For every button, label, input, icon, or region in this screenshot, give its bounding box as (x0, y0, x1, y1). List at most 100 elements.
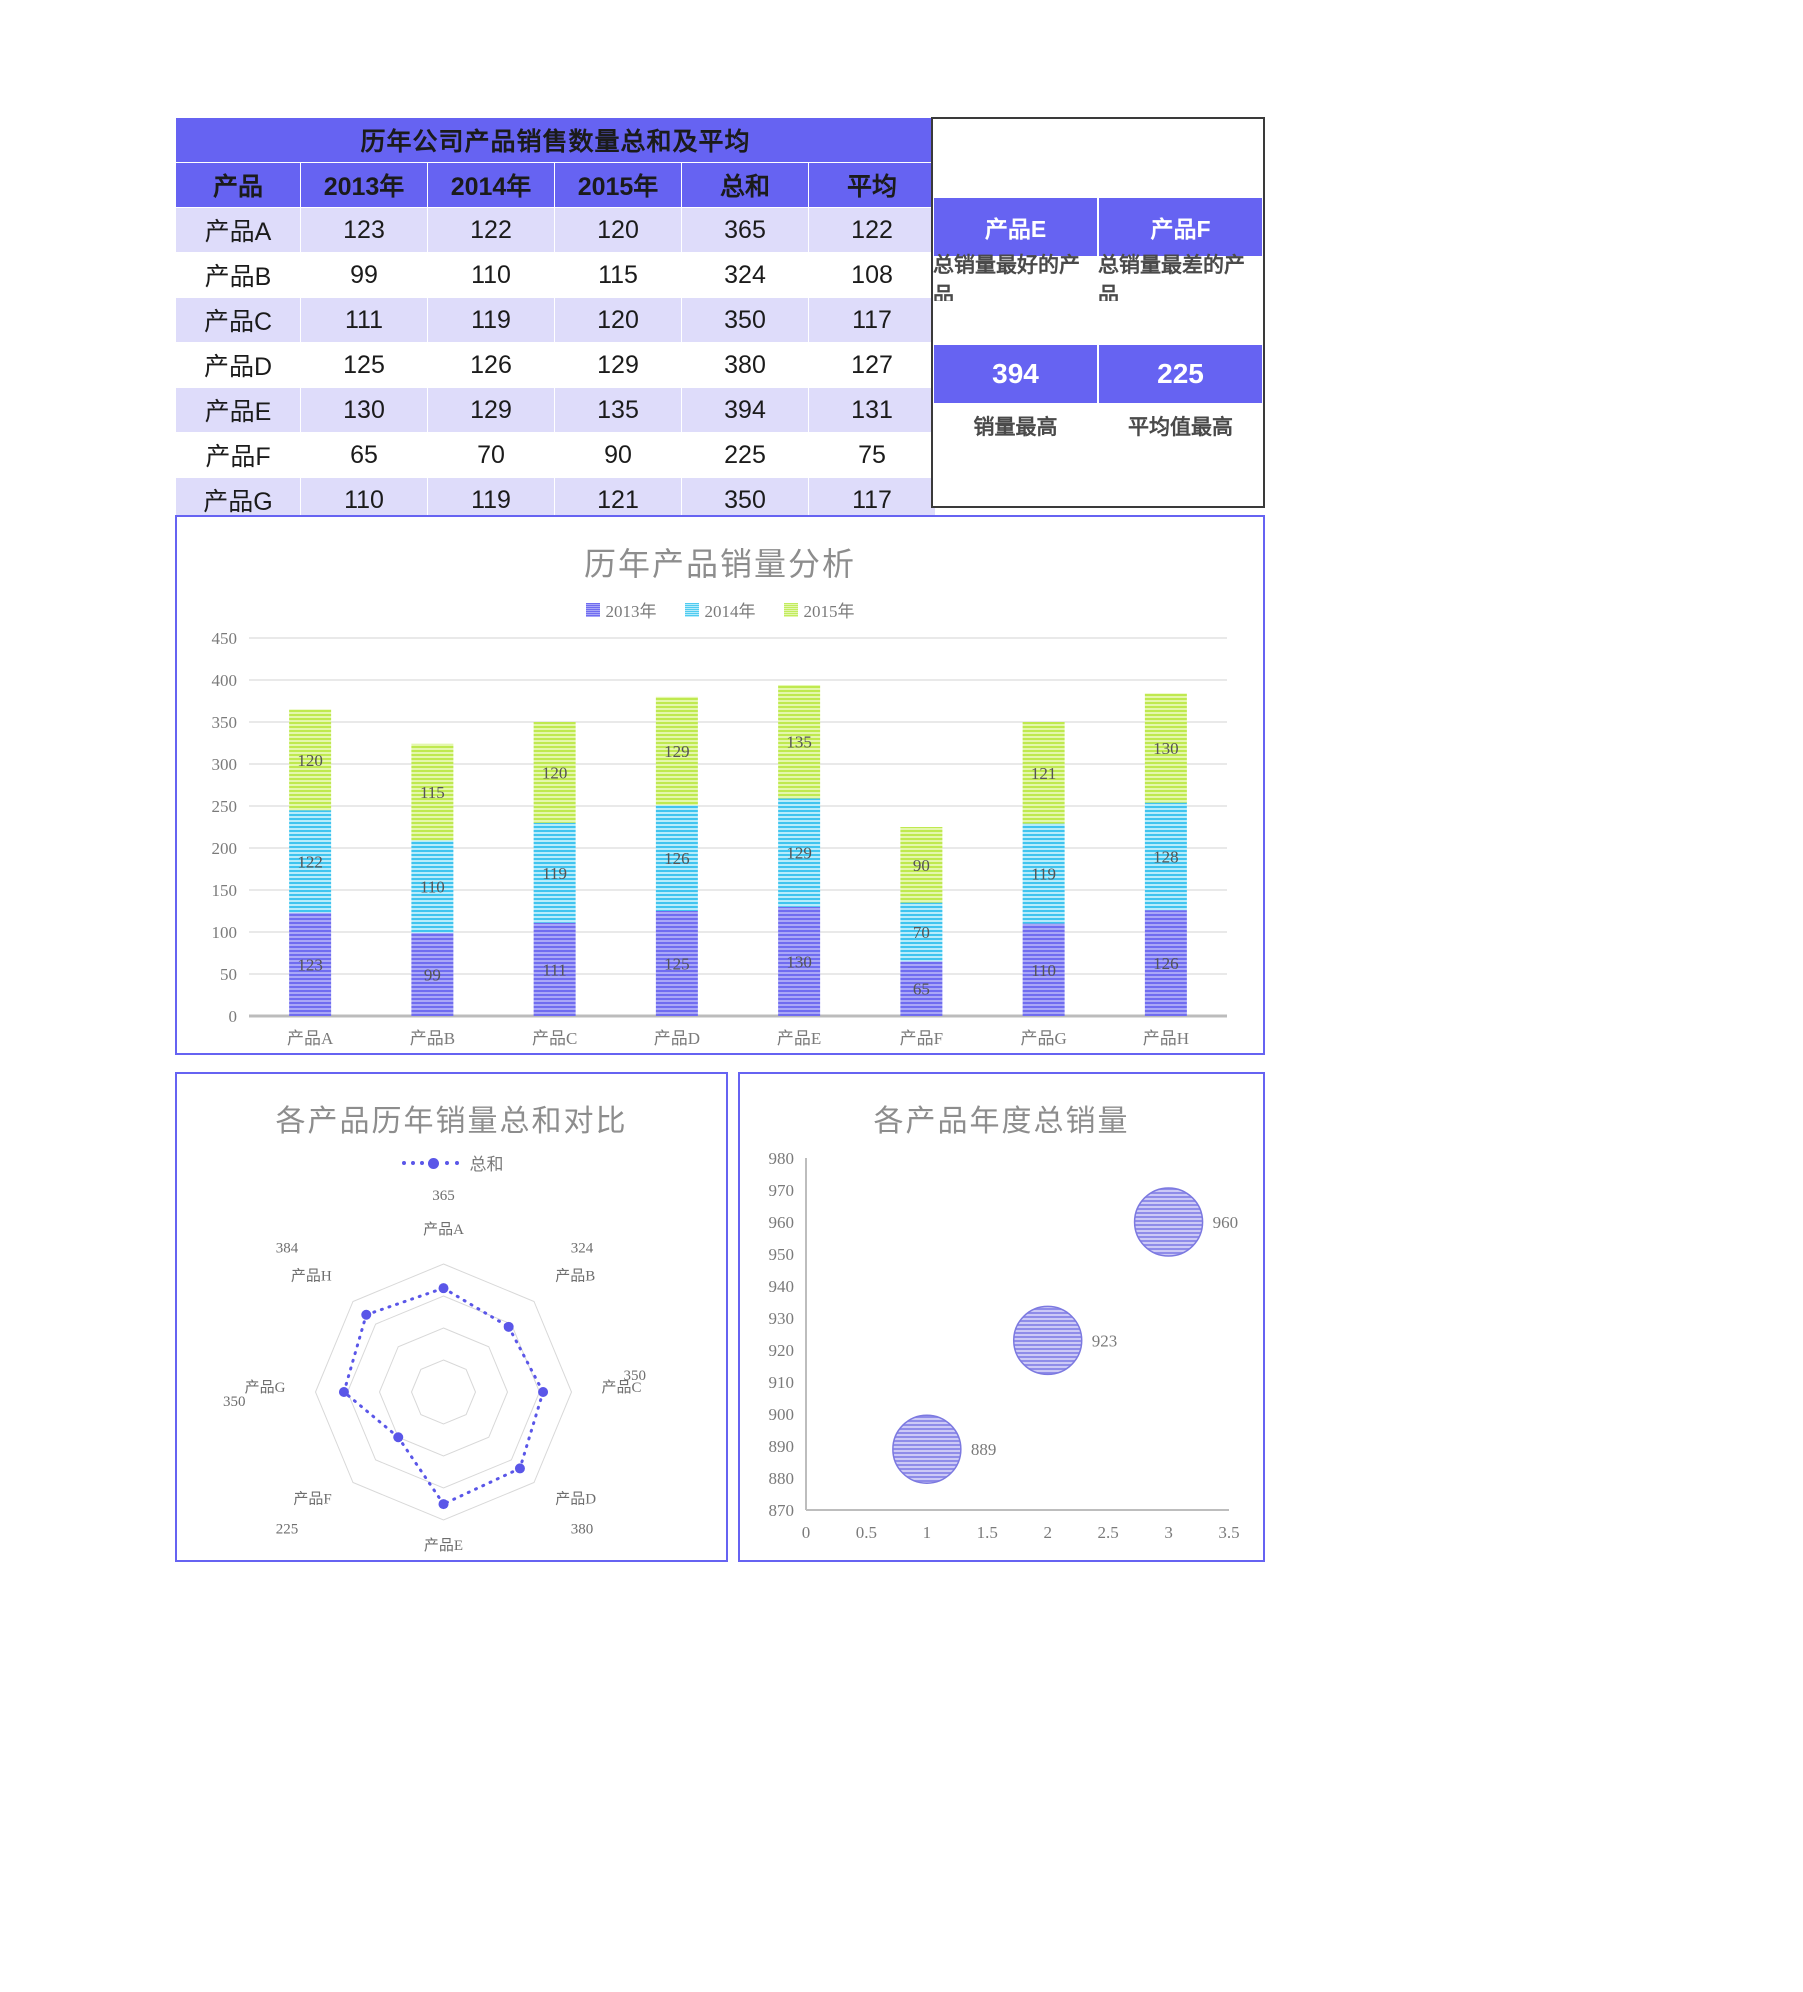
svg-text:111: 111 (543, 960, 567, 979)
cell-value: 111 (300, 297, 428, 343)
svg-text:350: 350 (624, 1368, 647, 1384)
svg-text:120: 120 (542, 763, 568, 782)
table-header-row: 产品 2013年 2014年 2015年 总和 平均 (175, 162, 937, 208)
svg-text:880: 880 (769, 1469, 795, 1488)
radar-legend-label: 总和 (469, 1155, 504, 1174)
info-blank-top (933, 119, 1263, 197)
svg-text:产品E: 产品E (777, 1029, 821, 1048)
svg-text:126: 126 (1153, 954, 1179, 973)
cell-value: 126 (427, 342, 555, 388)
cell-value: 127 (807, 342, 937, 388)
legend-swatch-2013-icon (585, 602, 600, 617)
cell-value: 99 (300, 252, 428, 298)
table-row: 产品B 99 110 115 324 108 (175, 252, 937, 298)
cell-value: 75 (807, 432, 937, 478)
cell-product: 产品D (175, 342, 301, 388)
legend-item-2013[interactable]: 2013年 (585, 597, 657, 622)
svg-text:121: 121 (1031, 764, 1057, 783)
svg-text:产品A: 产品A (423, 1221, 464, 1238)
legend-item-2014[interactable]: 2014年 (684, 597, 756, 622)
cell-value: 365 (681, 207, 809, 253)
worst-product-name: 产品F (1098, 197, 1263, 257)
radar-chart-panel: 各产品历年销量总和对比 总和 产品A 365 产品B 324 产品C 350 产品D 380 产… (175, 1072, 728, 1562)
best-value: 394 (933, 344, 1098, 404)
cell-product: 产品A (175, 207, 301, 253)
best-product-caption: 总销量最好的产品 (933, 254, 1098, 307)
svg-text:365: 365 (432, 1188, 455, 1204)
svg-text:960: 960 (1213, 1213, 1239, 1232)
cell-value: 90 (554, 432, 682, 478)
legend-swatch-2015-icon (783, 602, 798, 617)
svg-text:940: 940 (769, 1277, 795, 1296)
svg-text:122: 122 (297, 852, 323, 871)
bar-chart-panel: 历年产品销量分析 2013年 2014年 2015年 0 50 100 150 200 2… (175, 515, 1265, 1055)
svg-text:225: 225 (276, 1521, 299, 1537)
svg-text:324: 324 (571, 1241, 594, 1257)
radar-chart-legend[interactable]: 总和 (177, 1150, 726, 1175)
svg-text:125: 125 (664, 955, 690, 974)
cell-value: 108 (807, 252, 937, 298)
cell-product: 产品F (175, 432, 301, 478)
table-title-row: 历年公司产品销售数量总和及平均 (174, 117, 937, 163)
svg-text:380: 380 (571, 1521, 594, 1537)
cell-value: 110 (427, 252, 555, 298)
worst-value-caption: 平均值最高 (1098, 404, 1263, 448)
bar-chart-plot: 0 50 100 150 200 250 300 350 400 450 123 122 120 产品A 9… (212, 629, 1227, 1048)
svg-text:130: 130 (1153, 739, 1179, 758)
cell-value: 115 (554, 252, 682, 298)
cell-value: 123 (300, 207, 428, 253)
column-header-2015: 2015年 (554, 162, 682, 208)
svg-text:50: 50 (220, 965, 237, 984)
cell-value: 70 (427, 432, 555, 478)
radar-chart-title: 各产品历年销量总和对比 (275, 1105, 628, 1138)
cell-value: 125 (300, 342, 428, 388)
svg-text:890: 890 (769, 1437, 795, 1456)
svg-text:923: 923 (1092, 1331, 1118, 1350)
svg-text:99: 99 (424, 965, 441, 984)
cell-product: 产品E (175, 387, 301, 433)
svg-text:870: 870 (769, 1501, 795, 1520)
cell-value: 122 (807, 207, 937, 253)
column-header-product: 产品 (175, 162, 301, 208)
cell-value: 380 (681, 342, 809, 388)
svg-text:889: 889 (971, 1440, 997, 1459)
svg-text:0: 0 (229, 1007, 238, 1026)
svg-text:910: 910 (769, 1373, 795, 1392)
svg-text:110: 110 (1031, 961, 1056, 980)
svg-text:135: 135 (786, 733, 812, 752)
svg-text:70: 70 (913, 923, 930, 942)
svg-text:129: 129 (786, 844, 812, 863)
svg-text:产品B: 产品B (410, 1029, 455, 1048)
svg-text:400: 400 (212, 671, 238, 690)
svg-text:150: 150 (212, 881, 238, 900)
svg-text:930: 930 (769, 1309, 795, 1328)
svg-text:100: 100 (212, 923, 238, 942)
svg-text:120: 120 (297, 751, 323, 770)
svg-text:920: 920 (769, 1341, 795, 1360)
svg-text:129: 129 (664, 742, 690, 761)
svg-text:产品C: 产品C (532, 1029, 577, 1048)
cell-value: 225 (681, 432, 809, 478)
bar-chart-legend: 2013年 2014年 2015年 (177, 597, 1263, 622)
svg-text:900: 900 (769, 1405, 795, 1424)
svg-text:980: 980 (769, 1149, 795, 1168)
svg-text:0: 0 (802, 1523, 811, 1542)
svg-text:2: 2 (1043, 1523, 1052, 1542)
cell-value: 117 (807, 297, 937, 343)
svg-text:128: 128 (1153, 847, 1179, 866)
cell-value: 131 (807, 387, 937, 433)
cell-product: 产品C (175, 297, 301, 343)
cell-value: 120 (554, 207, 682, 253)
legend-label-2013: 2013年 (605, 602, 657, 621)
svg-text:960: 960 (769, 1213, 795, 1232)
svg-text:1: 1 (923, 1523, 932, 1542)
svg-text:产品H: 产品H (291, 1267, 332, 1284)
cell-value: 130 (300, 387, 428, 433)
bar-chart-title: 历年产品销量分析 (583, 546, 856, 582)
cell-value: 135 (554, 387, 682, 433)
cell-value: 129 (427, 387, 555, 433)
cell-value: 122 (427, 207, 555, 253)
svg-text:123: 123 (297, 955, 323, 974)
legend-item-2015[interactable]: 2015年 (783, 597, 855, 622)
